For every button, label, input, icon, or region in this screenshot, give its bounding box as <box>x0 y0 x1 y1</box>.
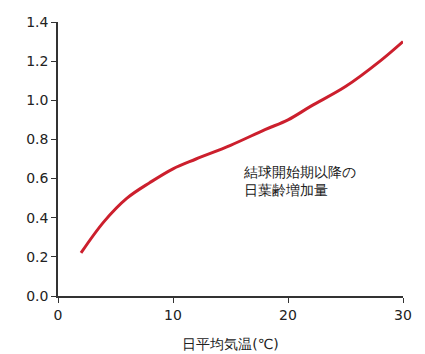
svg-text:結球開始期以降の日葉齢増加量: 結球開始期以降の日葉齢増加量 <box>243 164 356 198</box>
svg-text:20: 20 <box>279 307 297 323</box>
svg-text:1.2: 1.2 <box>26 53 48 69</box>
svg-text:0.2: 0.2 <box>26 249 48 265</box>
svg-text:10: 10 <box>164 307 182 323</box>
svg-text:30: 30 <box>394 307 412 323</box>
svg-text:日平均気温(℃): 日平均気温(℃) <box>182 336 279 352</box>
svg-text:0.4: 0.4 <box>26 210 48 226</box>
svg-text:0.0: 0.0 <box>26 288 48 304</box>
svg-text:1.0: 1.0 <box>26 92 48 108</box>
svg-text:1.4: 1.4 <box>26 14 48 30</box>
svg-text:0.8: 0.8 <box>26 131 48 147</box>
svg-text:0.6: 0.6 <box>26 170 48 186</box>
svg-text:0: 0 <box>54 307 63 323</box>
